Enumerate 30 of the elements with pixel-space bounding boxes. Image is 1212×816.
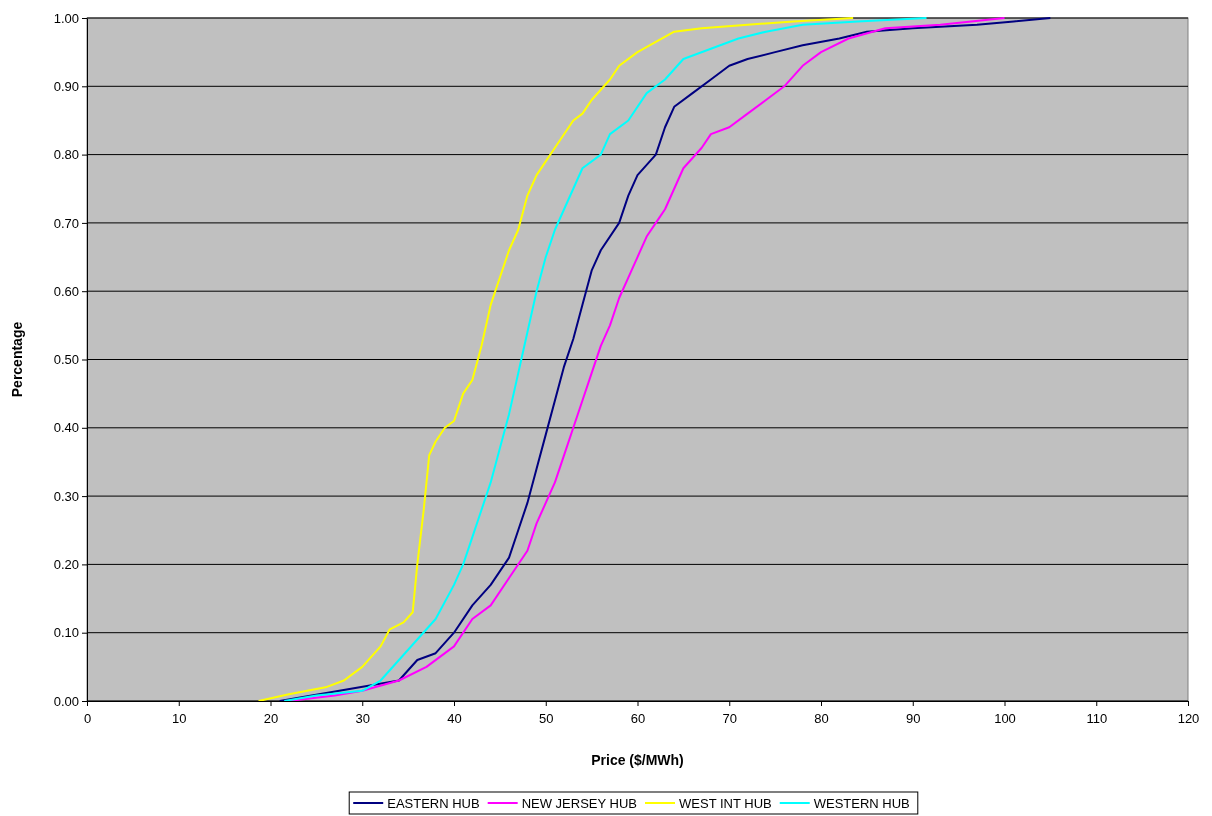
legend-label: NEW JERSEY HUB [521,795,638,811]
x-tick-label: 120 [1177,711,1200,727]
x-tick-label: 60 [630,711,646,727]
x-tick-label: 100 [994,711,1016,727]
y-tick-label: 1.00 [53,10,79,26]
x-tick-label: 110 [1086,711,1108,727]
legend-label: EASTERN HUB [387,795,480,811]
x-tick-label: 80 [814,711,829,727]
y-axis-title: Percentage [9,321,25,398]
y-tick-label: 0.80 [53,147,79,163]
x-tick-label: 30 [355,711,370,727]
x-tick-label: 70 [722,711,737,727]
y-tick-label: 0.60 [53,283,79,299]
y-tick-label: 0.50 [53,352,79,368]
x-tick-label: 40 [447,711,462,727]
y-tick-label: 0.40 [53,420,79,436]
y-tick-label: 0.70 [53,215,79,231]
x-axis-title: Price ($/MWh) [591,752,684,768]
y-tick-label: 0.20 [53,557,79,573]
y-tick-label: 0.10 [53,625,79,641]
x-tick-label: 90 [906,711,921,727]
x-tick-label: 50 [539,711,554,727]
x-tick-label: 10 [172,711,187,727]
y-tick-label: 0.00 [53,693,79,709]
y-tick-label: 0.30 [53,488,79,504]
legend-label: WESTERN HUB [813,795,910,811]
x-tick-label: 20 [263,711,279,727]
y-tick-label: 0.90 [53,78,79,94]
legend-label: WEST INT HUB [679,795,772,811]
x-tick-label: 0 [83,711,92,727]
